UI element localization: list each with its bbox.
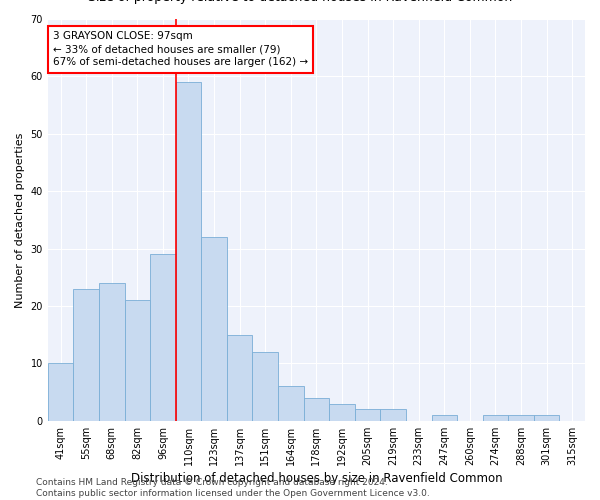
Bar <box>380 410 406 421</box>
Bar <box>227 334 253 421</box>
Bar <box>253 352 278 421</box>
X-axis label: Distribution of detached houses by size in Ravenfield Common: Distribution of detached houses by size … <box>131 472 502 485</box>
Bar <box>329 404 355 421</box>
Text: Size of property relative to detached houses in Ravenfield Common: Size of property relative to detached ho… <box>88 0 512 4</box>
Text: Contains HM Land Registry data © Crown copyright and database right 2024.
Contai: Contains HM Land Registry data © Crown c… <box>36 478 430 498</box>
Bar <box>176 82 201 421</box>
Bar <box>201 237 227 421</box>
Bar <box>125 300 150 421</box>
Bar <box>482 415 508 421</box>
Bar <box>304 398 329 421</box>
Bar <box>73 289 99 421</box>
Bar <box>99 283 125 421</box>
Bar <box>48 364 73 421</box>
Bar <box>278 386 304 421</box>
Text: 3 GRAYSON CLOSE: 97sqm
← 33% of detached houses are smaller (79)
67% of semi-det: 3 GRAYSON CLOSE: 97sqm ← 33% of detached… <box>53 31 308 68</box>
Bar <box>355 410 380 421</box>
Bar <box>534 415 559 421</box>
Bar <box>150 254 176 421</box>
Y-axis label: Number of detached properties: Number of detached properties <box>15 132 25 308</box>
Bar <box>508 415 534 421</box>
Bar <box>431 415 457 421</box>
